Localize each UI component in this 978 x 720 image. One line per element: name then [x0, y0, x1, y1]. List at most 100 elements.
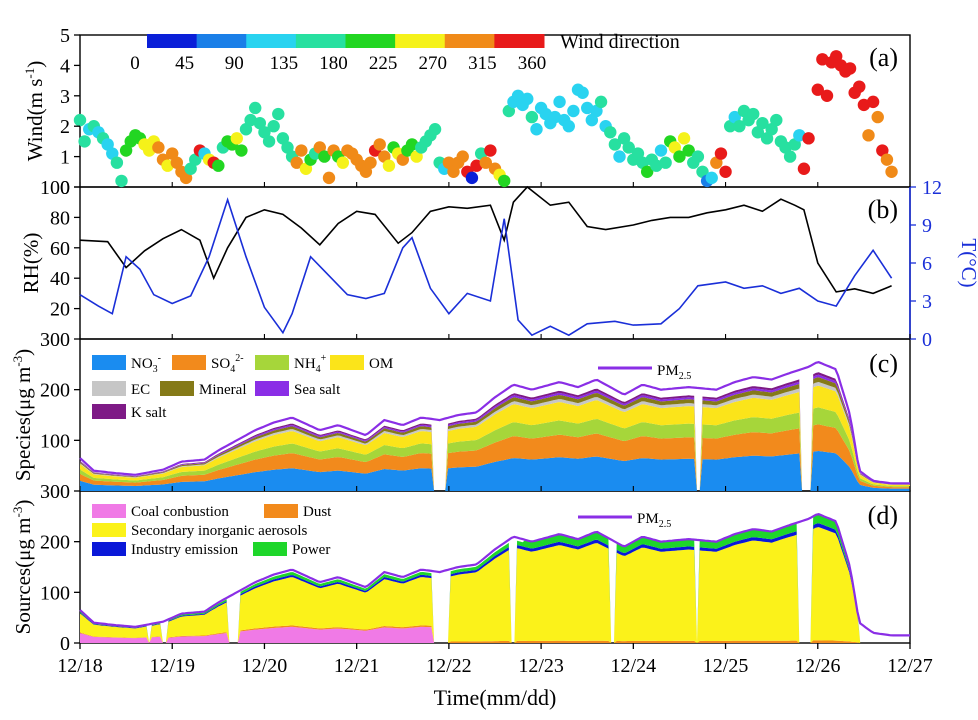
- y-tick-label: 4: [60, 55, 70, 77]
- legend-swatch-mineral: [160, 381, 194, 396]
- colorbar-tick-label: 315: [468, 53, 497, 74]
- wind-point: [410, 150, 423, 163]
- wind-point: [258, 126, 271, 139]
- legend-swatch-om: [330, 355, 364, 370]
- wind-point: [811, 83, 824, 96]
- wind-point: [78, 135, 91, 148]
- wind-point: [710, 156, 723, 169]
- legend-label-no3: NO3-: [131, 353, 161, 375]
- y-tick-label: 60: [50, 238, 70, 260]
- legend-label-dust: Dust: [303, 504, 332, 520]
- wind-point: [830, 50, 843, 63]
- colorbar-segment: [246, 34, 297, 48]
- wind-point: [530, 123, 543, 136]
- legend-pm25-label-d-main: PM: [637, 511, 659, 527]
- x-tick-label: 12/26: [795, 655, 841, 677]
- legend-label-ec: EC: [131, 382, 150, 398]
- wind-point: [820, 89, 834, 103]
- wind-point: [359, 165, 373, 178]
- rh-axis-title: RH(%): [19, 233, 43, 294]
- wind-point: [239, 123, 253, 136]
- wind-point: [783, 150, 797, 163]
- species-area-nh: [80, 407, 910, 491]
- wind-point: [189, 153, 202, 166]
- y-tick-label: 200: [40, 380, 70, 402]
- wind-point: [866, 95, 880, 109]
- legend-pm25-label-c: PM2.5: [657, 363, 691, 382]
- species-axis-title-main: Species(μg m: [11, 367, 35, 482]
- wind-point: [880, 153, 894, 166]
- wind-point: [110, 156, 124, 169]
- legend-label-secondary: Secondary inorganic aerosols: [131, 523, 308, 539]
- wind-point: [115, 174, 128, 188]
- wind-point: [442, 156, 456, 169]
- wind-point: [152, 141, 165, 154]
- legend-swatch-coal: [92, 504, 126, 518]
- y-tick-label: 200: [40, 532, 70, 554]
- colorbar-tick-label: 45: [175, 53, 194, 74]
- wind-point: [770, 113, 783, 127]
- y-tick-label-right: 12: [922, 177, 942, 199]
- sources-axis-title: Sources(μg m-3): [10, 500, 35, 635]
- wind-point: [853, 80, 866, 93]
- sources-area-layer: [79, 513, 910, 643]
- y-tick-label: 2: [60, 116, 70, 138]
- wind-point: [281, 141, 294, 154]
- colorbar-segment: [345, 34, 396, 48]
- wind-point: [484, 144, 497, 157]
- wind-point: [871, 110, 884, 124]
- source-area-secondary: [80, 527, 910, 643]
- wind-point: [677, 132, 691, 145]
- wind-point: [119, 144, 133, 157]
- wind-point: [691, 150, 705, 163]
- x-tick-label: 12/19: [149, 655, 195, 677]
- legend-swatch-so4: [172, 355, 206, 370]
- wind-point: [267, 120, 280, 133]
- panel-b-frame: [79, 186, 911, 340]
- legend-label-om: OM: [369, 356, 393, 372]
- wind-point: [382, 159, 396, 172]
- wind-point: [733, 120, 746, 133]
- wind-point: [336, 156, 350, 169]
- legend-swatch-secondary: [92, 523, 126, 537]
- sources-axis-title-sup: -3: [10, 507, 25, 518]
- temperature-line: [79, 197, 893, 337]
- wind-point: [760, 132, 774, 145]
- colorbar-tick-label: 90: [225, 53, 244, 74]
- wind-point: [617, 132, 631, 145]
- wind-point: [714, 147, 728, 160]
- legend-swatch-power: [253, 542, 287, 556]
- colorbar-segment: [295, 34, 346, 48]
- x-tick-label: 12/24: [611, 655, 657, 677]
- wind-point: [885, 165, 898, 178]
- x-tick-label: 12/23: [518, 655, 564, 677]
- y-tick-label-right: 6: [922, 253, 932, 275]
- wind-point: [668, 141, 682, 154]
- y-tick-label: 100: [40, 177, 70, 199]
- wind-point: [797, 162, 811, 175]
- source-area-dust: [80, 625, 910, 643]
- wind-point: [604, 126, 617, 139]
- species-area-no: [80, 451, 910, 491]
- wind-axis-title: Wind(m s-1): [22, 61, 47, 161]
- legend-label-so4-main: SO: [211, 356, 230, 372]
- legend-pm25-label-c-main: PM: [657, 363, 679, 379]
- colorbar-tick-label: 180: [319, 53, 348, 74]
- wind-point: [235, 144, 248, 157]
- y-tick-label: 100: [40, 582, 70, 604]
- wind-point: [585, 113, 599, 127]
- legend-label-nh4-main: NH: [294, 356, 316, 372]
- wind-point: [719, 165, 732, 178]
- wind-point: [682, 144, 695, 157]
- species-area-layer: [79, 361, 910, 491]
- axes-layer: 0123452040608010003691210020030001002003…: [40, 25, 942, 677]
- wind-point: [447, 165, 460, 178]
- y-tick-label: 80: [50, 207, 70, 229]
- wind-point: [728, 110, 741, 124]
- wind-point: [313, 141, 326, 154]
- legend-swatch-dust: [264, 504, 298, 518]
- sources-legend: Coal conbustion Dust Secondary inorganic…: [92, 504, 671, 558]
- wind-point: [751, 126, 765, 139]
- legend-swatch-sea-salt: [255, 381, 289, 396]
- wind-axis-title-main: Wind(m s: [23, 79, 47, 162]
